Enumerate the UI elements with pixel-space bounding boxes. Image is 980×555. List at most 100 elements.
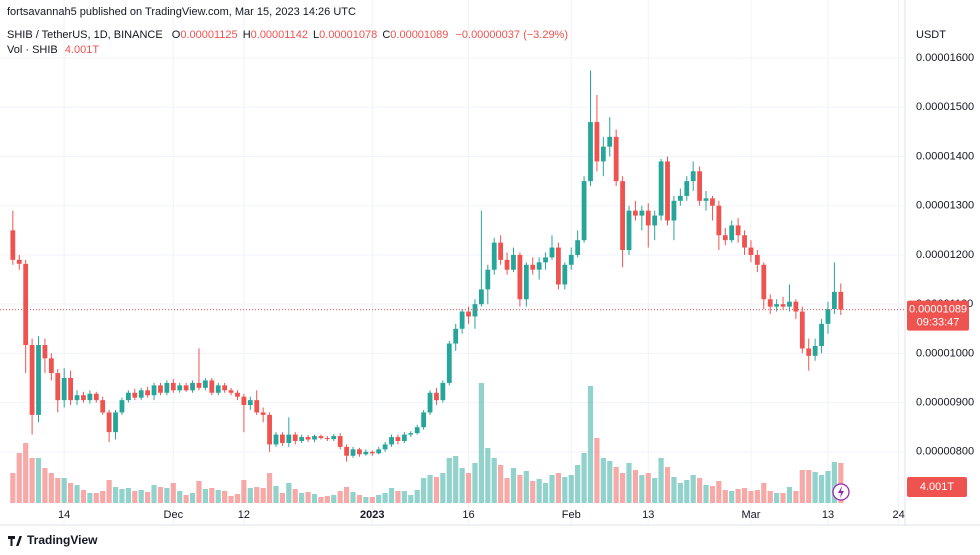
candle-body (183, 385, 189, 391)
candle-body (722, 235, 728, 241)
ohlc-value: 0.00001078 (319, 29, 377, 41)
volume-bar (587, 386, 594, 503)
volume-bar (793, 491, 799, 503)
y-tick-label: 0.00001300 (916, 200, 974, 212)
candle-body (607, 136, 613, 147)
ohlc-value: 0.00001089 (390, 29, 448, 41)
candle-body (363, 451, 369, 455)
candle-body (703, 198, 709, 201)
volume-bar (748, 491, 754, 503)
volume-bar (825, 471, 831, 503)
volume-bar (16, 453, 22, 503)
candle-body (620, 181, 625, 251)
volume-bar (260, 488, 266, 503)
candle-body (286, 434, 292, 443)
volume-bar (35, 458, 42, 503)
ohlc-label: H (243, 29, 251, 41)
volume-bar (299, 493, 305, 503)
volume-bar (709, 486, 716, 503)
candle-body (87, 393, 93, 401)
candle-body (787, 301, 792, 307)
x-tick-label: 13 (822, 509, 834, 521)
candle-body (690, 171, 696, 182)
volume-bar (177, 491, 183, 503)
candle-body (369, 451, 375, 454)
candle-body (106, 412, 112, 433)
candle-body (299, 437, 305, 441)
volume-legend: Vol · SHIB 4.001T (7, 44, 99, 56)
volume-bar (517, 475, 523, 503)
candle-body (414, 427, 420, 434)
volume-bar (799, 470, 805, 503)
candle-body (716, 205, 722, 236)
volume-bar (703, 485, 709, 503)
volume-bar (504, 478, 510, 503)
volume-bar (465, 473, 472, 503)
candle-body (324, 438, 330, 440)
volume-bar (157, 487, 164, 503)
volume-bar (395, 491, 401, 503)
candle-body (93, 393, 99, 401)
volume-bars (10, 383, 844, 503)
x-tick-label: 12 (238, 509, 250, 521)
candle-body (68, 377, 74, 401)
volume-bar (427, 475, 433, 503)
volume-bar (652, 478, 658, 503)
volume-bar (575, 465, 581, 503)
candle-body (652, 215, 658, 226)
volume-legend-value: 4.001T (65, 44, 100, 56)
volume-bar (273, 486, 279, 503)
ohlc-label: O (172, 29, 181, 41)
candle-body (228, 390, 234, 393)
volume-bar (523, 471, 529, 503)
candle-body (209, 380, 215, 393)
ohlc-value: 0.00001142 (251, 29, 308, 41)
candle-body (61, 377, 67, 401)
volume-bar (472, 463, 478, 503)
candle-body (575, 240, 581, 255)
candle-body (434, 392, 439, 401)
candle-body (645, 210, 651, 226)
candle-body (337, 436, 343, 447)
candle-body (549, 247, 555, 258)
candle-body (684, 181, 690, 196)
candle-body (671, 200, 677, 221)
candle-body (459, 311, 465, 329)
change: −0.00000037 (−3.29%) (455, 29, 568, 41)
volume-bar (279, 493, 286, 503)
candle-body (697, 171, 703, 201)
volume-bar (305, 492, 311, 503)
candle-body (235, 392, 240, 397)
candle-body (151, 385, 157, 396)
candle-body (485, 269, 491, 290)
y-tick-label: 0.00001500 (916, 101, 974, 113)
volume-bar (48, 473, 54, 503)
volume-bar (607, 461, 613, 503)
ohlc-label: C (382, 29, 390, 41)
candle-body (145, 390, 151, 396)
candle-body (581, 181, 587, 241)
currency: USDT (916, 29, 946, 41)
candle-body (389, 437, 394, 445)
candle-body (170, 382, 176, 391)
volume-bar (234, 494, 241, 503)
candle-body (382, 444, 388, 450)
volume-bar (818, 475, 825, 503)
candle-body (344, 446, 349, 456)
volume-bar (356, 495, 363, 503)
candle-body (754, 254, 760, 265)
candle-body (446, 343, 452, 383)
volume-bar (87, 493, 93, 503)
y-tick-label: 0.00000900 (916, 397, 974, 409)
volume-bar (222, 491, 228, 503)
candle-body (267, 414, 272, 445)
volume-bar (626, 463, 632, 503)
volume-bar (600, 458, 606, 503)
candle-body (196, 382, 202, 388)
volume-bar (292, 489, 298, 503)
ohlc-value: 0.00001125 (180, 29, 237, 41)
volume-bar (376, 495, 382, 503)
volume-bar (106, 480, 112, 503)
volume-bar (786, 487, 793, 503)
candle-body (588, 122, 593, 182)
